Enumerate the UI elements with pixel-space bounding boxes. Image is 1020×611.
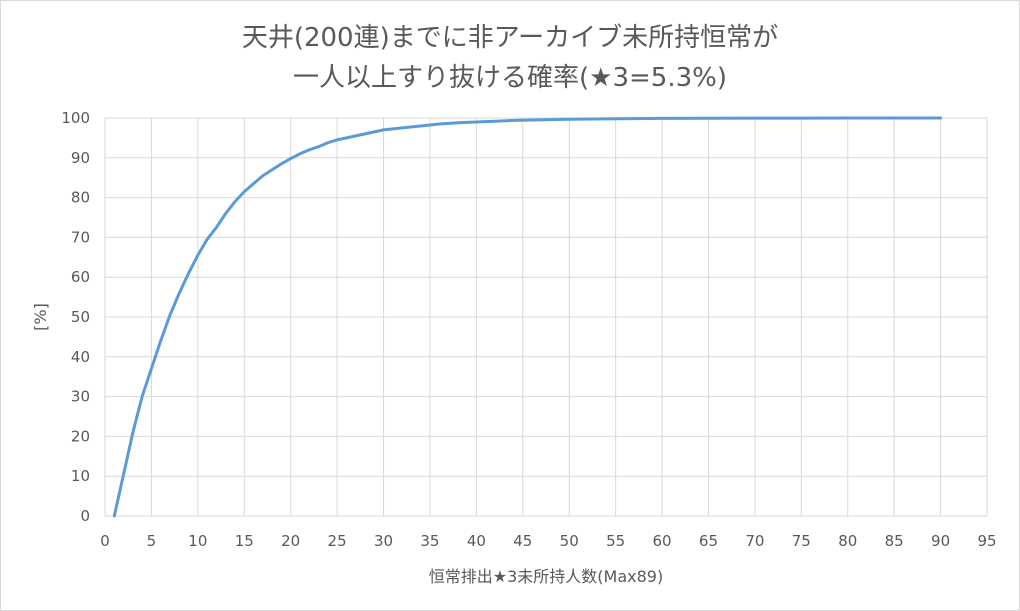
y-tick-label: 70 — [71, 228, 90, 246]
x-tick-label: 45 — [513, 532, 532, 550]
x-tick-label: 20 — [281, 532, 300, 550]
y-tick-label: 60 — [71, 268, 90, 286]
y-tick-label: 50 — [71, 308, 90, 326]
chart-title-line-1: 天井(200連)までに非アーカイブ未所持恒常が — [241, 23, 779, 53]
x-tick-label: 55 — [606, 532, 625, 550]
chart-title-line-2: 一人以上すり抜ける確率(★3=5.3%) — [293, 63, 727, 93]
x-tick-label: 5 — [147, 532, 157, 550]
y-tick-label: 10 — [71, 467, 90, 485]
x-tick-label: 70 — [745, 532, 764, 550]
x-tick-label: 30 — [374, 532, 393, 550]
x-tick-label: 0 — [100, 532, 110, 550]
series-layer — [112, 116, 943, 518]
x-axis-title: 恒常排出★3未所持人数(Max89) — [429, 567, 663, 586]
y-tick-label: 0 — [80, 507, 90, 525]
x-tick-label: 90 — [931, 532, 950, 550]
y-tick-label: 30 — [71, 388, 90, 406]
chart-title: 天井(200連)までに非アーカイブ未所持恒常が 一人以上すり抜ける確率(★3=5… — [0, 18, 1020, 98]
series-line — [112, 116, 943, 518]
x-tick-label: 60 — [653, 532, 672, 550]
y-tick-label: 80 — [71, 189, 90, 207]
x-tick-label: 85 — [885, 532, 904, 550]
grid — [104, 117, 988, 517]
x-tick-label: 65 — [699, 532, 718, 550]
x-axis-ticks: 0 5 10 15 20 25 30 35 40 45 50 55 60 65 70 75 80 85 90 95 — [100, 532, 996, 550]
y-axis-ticks: 0 10 20 30 40 50 60 70 80 90 100 — [61, 109, 90, 525]
y-tick-label: 90 — [71, 149, 90, 167]
x-tick-label: 25 — [328, 532, 347, 550]
y-tick-label: 100 — [61, 109, 90, 127]
x-tick-label: 50 — [560, 532, 579, 550]
y-tick-label: 40 — [71, 348, 90, 366]
x-tick-label: 15 — [235, 532, 254, 550]
y-tick-label: 20 — [71, 427, 90, 445]
x-tick-label: 10 — [188, 532, 207, 550]
x-tick-label: 80 — [838, 532, 857, 550]
x-tick-label: 75 — [792, 532, 811, 550]
y-axis-title: [%] — [31, 303, 50, 331]
x-tick-label: 95 — [977, 532, 996, 550]
x-tick-label: 35 — [420, 532, 439, 550]
x-tick-label: 40 — [467, 532, 486, 550]
